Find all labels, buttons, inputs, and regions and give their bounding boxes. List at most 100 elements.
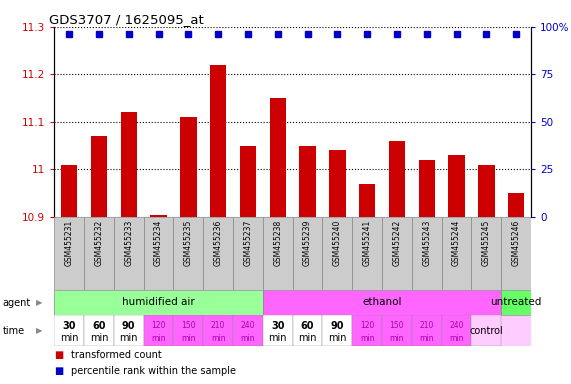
Text: ■: ■ [54,350,63,360]
Text: min: min [181,334,196,343]
Text: GSM455241: GSM455241 [363,220,372,266]
Bar [472,217,501,290]
Bar [174,217,203,290]
Text: 60: 60 [301,321,314,331]
Bar [144,217,174,290]
Text: control: control [469,326,503,336]
Bar [441,315,472,346]
Text: 120: 120 [151,321,166,330]
Text: GSM455233: GSM455233 [124,220,133,266]
Text: min: min [389,334,404,343]
Bar [352,217,382,290]
Bar [448,155,465,217]
Bar [382,315,412,346]
Text: 120: 120 [360,321,375,330]
Bar [412,217,441,290]
Text: GSM455231: GSM455231 [65,220,74,266]
Text: GSM455232: GSM455232 [94,220,103,266]
Bar [472,315,501,346]
Bar [174,315,203,346]
Bar [84,217,114,290]
Bar [150,215,167,217]
Bar [240,146,256,217]
Text: GSM455243: GSM455243 [422,220,431,266]
Text: min: min [360,334,375,343]
Bar [389,141,405,217]
Text: min: min [328,333,347,344]
Text: min: min [211,334,226,343]
Bar [501,290,531,315]
Text: percentile rank within the sample: percentile rank within the sample [71,366,236,376]
Bar [359,184,375,217]
Bar [91,136,107,217]
Text: min: min [449,334,464,343]
Text: GSM455245: GSM455245 [482,220,491,266]
Text: agent: agent [3,298,31,308]
Text: GSM455238: GSM455238 [274,220,282,266]
Text: 210: 210 [211,321,226,330]
Text: GSM455234: GSM455234 [154,220,163,266]
Text: 90: 90 [122,321,135,331]
Bar [114,217,144,290]
Text: GDS3707 / 1625095_at: GDS3707 / 1625095_at [50,13,204,26]
Text: ■: ■ [54,366,63,376]
Bar [292,315,323,346]
Bar [412,315,441,346]
Bar [292,217,323,290]
Bar [180,117,196,217]
Bar [263,217,292,290]
Text: min: min [298,333,317,344]
Bar [263,290,501,315]
Bar [144,315,174,346]
Text: 240: 240 [241,321,255,330]
Text: 150: 150 [181,321,196,330]
Text: GSM455237: GSM455237 [243,220,252,266]
Bar [210,65,226,217]
Bar [54,315,84,346]
Bar [114,315,144,346]
Bar [203,217,233,290]
Text: GSM455240: GSM455240 [333,220,342,266]
Text: min: min [241,334,255,343]
Text: GSM455242: GSM455242 [392,220,401,266]
Bar [508,193,524,217]
Bar [419,160,435,217]
Text: GSM455246: GSM455246 [512,220,521,266]
Text: GSM455235: GSM455235 [184,220,193,266]
Bar [84,315,114,346]
Text: untreated: untreated [490,297,542,308]
Text: min: min [420,334,434,343]
Text: 240: 240 [449,321,464,330]
Text: 30: 30 [62,321,76,331]
Text: min: min [119,333,138,344]
Text: ethanol: ethanol [362,297,402,308]
Bar [478,165,494,217]
Text: 210: 210 [420,321,434,330]
Text: min: min [90,333,108,344]
Text: time: time [3,326,25,336]
Bar [61,165,77,217]
Bar [203,315,233,346]
Bar [233,315,263,346]
Bar [54,290,263,315]
Bar [323,217,352,290]
Text: transformed count: transformed count [71,350,162,360]
Text: min: min [60,333,78,344]
Bar [120,113,137,217]
Text: 30: 30 [271,321,284,331]
Text: ▶: ▶ [36,298,42,307]
Text: humidified air: humidified air [122,297,195,308]
Text: 150: 150 [389,321,404,330]
Bar [352,315,382,346]
Text: min: min [151,334,166,343]
Bar [501,217,531,290]
Bar [323,315,352,346]
Text: 90: 90 [331,321,344,331]
Bar [329,151,345,217]
Text: GSM455244: GSM455244 [452,220,461,266]
Bar [382,217,412,290]
Text: ▶: ▶ [36,326,42,335]
Bar [270,98,286,217]
Text: min: min [268,333,287,344]
Text: GSM455236: GSM455236 [214,220,223,266]
